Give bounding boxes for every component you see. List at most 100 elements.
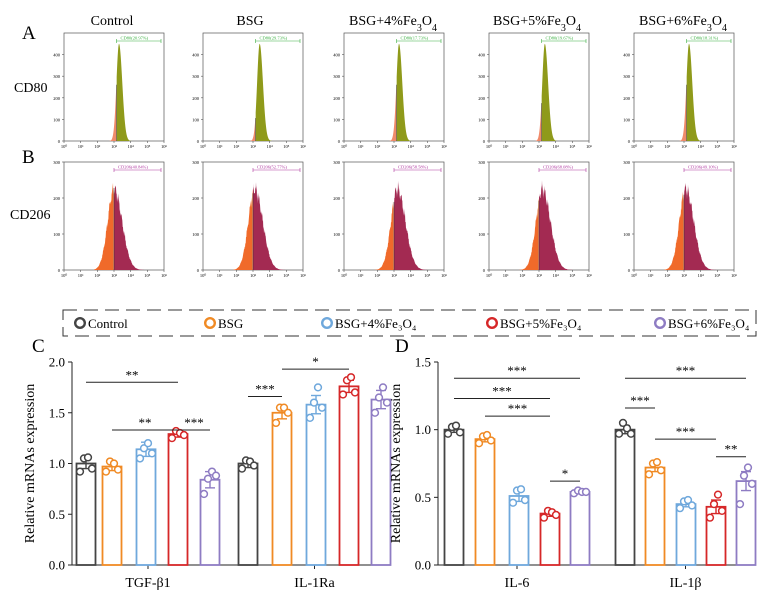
significance-label: *** [630, 393, 650, 408]
flow-xtick-label: 10⁶ [586, 144, 593, 149]
flow-histogram-negative [233, 188, 253, 270]
flow-ytick-label: 0 [58, 268, 61, 273]
significance-label: ** [126, 367, 139, 382]
flow-xtick-label: 10³ [681, 144, 688, 149]
flow-xtick-label: 10¹ [358, 273, 365, 278]
flow-panel-cd206-3: 0 100 200 300 10⁰ 10¹ 10² 10³ 10⁴ 10⁵ 10⁶ CD206(68.… [478, 160, 592, 278]
flow-ytick-label: 300 [478, 160, 486, 165]
flow-ytick-label: 200 [53, 196, 61, 201]
flow-ytick-label: 200 [192, 196, 200, 201]
flow-xtick-label: 10⁴ [553, 273, 560, 278]
row-marker-cd80: CD80 [14, 81, 47, 96]
data-point [683, 495, 693, 505]
data-point [626, 429, 636, 438]
flow-xtick-label: 10³ [111, 273, 118, 278]
flow-xtick-label: 10⁴ [698, 144, 705, 149]
bar [338, 385, 360, 566]
flow-gate-label: CD206(49.10%) [688, 165, 718, 170]
flow-xtick-label: 10⁵ [283, 273, 290, 278]
data-point [520, 495, 530, 505]
flow-xtick-label: 10² [94, 144, 101, 149]
data-point [516, 485, 526, 494]
flow-histogram-negative [374, 84, 397, 141]
bar [644, 466, 666, 566]
flow-histogram-negative [374, 201, 394, 270]
data-point [109, 459, 119, 468]
flow-gate-label: CD80(17.73%) [401, 36, 429, 41]
flow-xtick-label: 10⁵ [283, 144, 290, 149]
flow-ytick-label: 300 [478, 74, 486, 79]
flow-xtick-label: 10⁵ [569, 273, 576, 278]
data-point [508, 498, 518, 507]
flow-xtick-label: 10⁶ [731, 144, 738, 149]
flow-ytick-label: 400 [333, 53, 341, 58]
data-point [378, 383, 388, 392]
flow-ytick-label: 300 [623, 160, 631, 165]
column-header-bsg-fe5: BSG+5%Fe3O4 [493, 14, 581, 34]
legend-marker [654, 317, 667, 330]
column-header-bsg: BSG [236, 14, 263, 29]
data-point [143, 439, 153, 448]
flow-xtick-label: 10⁵ [144, 273, 151, 278]
flow-xtick-label: 10⁶ [441, 273, 448, 278]
bar [443, 428, 465, 566]
flow-xtick-label: 10¹ [217, 144, 224, 149]
flow-xtick-label: 10¹ [78, 273, 85, 278]
flow-xtick-label: 10⁰ [631, 273, 638, 278]
data-point [237, 464, 247, 473]
legend-marker [486, 317, 499, 330]
flow-xtick-label: 10⁶ [731, 273, 738, 278]
flow-xtick-label: 10⁴ [553, 144, 560, 149]
category-label: IL-1Ra [294, 576, 335, 591]
flow-gate-label: CD80(18.31%) [691, 36, 719, 41]
flow-xtick-label: 10⁰ [486, 144, 493, 149]
flow-xtick-label: 10⁴ [698, 273, 705, 278]
data-point [167, 433, 177, 443]
flow-xtick-label: 10⁶ [300, 144, 307, 149]
significance-label: *** [255, 382, 275, 397]
legend-label: Control [88, 316, 128, 331]
data-point [313, 383, 323, 392]
bar [614, 428, 636, 566]
data-point [249, 461, 259, 470]
panel-letter-d: D [395, 336, 409, 357]
y-axis-label: Relative mRNAs expression [389, 384, 404, 543]
flow-histogram-positive [394, 180, 428, 270]
data-point [283, 408, 293, 417]
flow-histogram-positive [539, 180, 573, 270]
bar [474, 438, 496, 566]
flow-xtick-label: 10¹ [503, 273, 510, 278]
data-point [451, 421, 461, 430]
data-point [317, 403, 327, 412]
flow-panel-cd80-2: 0 100 200 300 400 10⁰ 10¹ 10² 10³ 10⁴ 10⁵ 10⁶ CD80(1… [333, 32, 447, 149]
flow-xtick-label: 10⁰ [486, 273, 493, 278]
flow-xtick-label: 10⁵ [144, 144, 151, 149]
flow-ytick-label: 200 [478, 96, 486, 101]
flow-xtick-label: 10⁶ [161, 273, 168, 278]
flow-histogram-positive [686, 43, 718, 141]
flow-ytick-label: 0 [338, 268, 341, 273]
data-point [687, 501, 697, 510]
flow-xtick-label: 10⁴ [267, 273, 274, 278]
data-point [113, 465, 123, 474]
flow-xtick-label: 10³ [536, 273, 543, 278]
data-point [747, 479, 757, 488]
bar [167, 433, 189, 566]
flow-panel-cd80-3: 0 100 200 300 400 10⁰ 10¹ 10² 10³ 10⁴ 10⁵ 10⁶ CD80(1… [478, 32, 593, 149]
flow-ytick-label: 100 [478, 232, 486, 237]
bar-chart-panel-c: 0.0 0.5 1.0 1.5 2.0 Relative mRNAs expression… [23, 354, 392, 591]
flow-ytick-label: 300 [192, 160, 200, 165]
bar [735, 480, 757, 566]
flow-xtick-label: 10⁰ [631, 144, 638, 149]
bar-chart-panel-d: 0.0 0.5 1.0 1.5 Relative mRNAs expression IL-… [389, 355, 757, 591]
data-point [309, 398, 319, 407]
data-point [374, 393, 384, 402]
legend-marker [203, 317, 216, 330]
flow-ytick-label: 0 [338, 139, 341, 144]
data-point [87, 464, 97, 473]
flow-panel-cd80-4: 0 100 200 300 400 10⁰ 10¹ 10² 10³ 10⁴ 10⁵ 10⁶ CD80(1… [623, 32, 738, 149]
flow-ytick-label: 200 [333, 196, 341, 201]
data-point [735, 499, 745, 509]
flow-xtick-label: 10⁶ [586, 273, 593, 278]
flow-xtick-label: 10³ [250, 144, 257, 149]
